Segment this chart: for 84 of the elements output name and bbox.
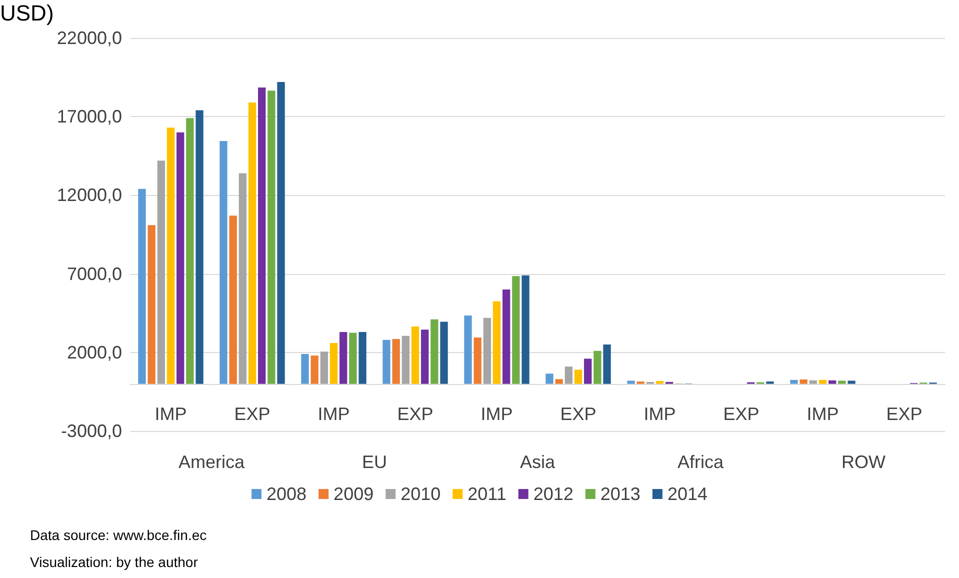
text: America: [178, 452, 246, 472]
y-tick-label: -3000,0: [60, 421, 122, 441]
y-tick-label: 22000,0: [56, 28, 122, 48]
bar: [138, 188, 146, 384]
bar: [790, 380, 798, 384]
bar: [358, 332, 366, 384]
source-note: Data source: www.bce.fin.ec: [30, 527, 207, 543]
bar: [258, 88, 266, 384]
text: EU: [362, 452, 388, 472]
bar: [166, 128, 175, 384]
legend-label: 2013: [600, 484, 640, 504]
x-tick-label: EXP: [886, 404, 922, 424]
bar: [800, 379, 808, 384]
x-tick-label: EXP: [723, 404, 760, 424]
text: Visualization: by the author: [30, 554, 198, 570]
bar: [555, 379, 563, 384]
x-tick-label: IMP: [644, 404, 676, 424]
x-tick-label: IMP: [480, 404, 513, 424]
legend-label: 2012: [533, 484, 574, 504]
bar: [411, 326, 420, 384]
bar: [268, 90, 276, 384]
bar: [320, 352, 328, 384]
bar: [330, 342, 338, 384]
x-tick-label: IMP: [318, 404, 350, 424]
bar: [522, 275, 530, 384]
x-tick-label: IMP: [154, 404, 187, 424]
y-tick-label: 7000,0: [66, 264, 122, 284]
legend-label: 2008: [266, 484, 307, 504]
bar: [176, 132, 184, 384]
bar: [440, 322, 448, 384]
bar: [627, 380, 635, 384]
bar: [502, 290, 510, 384]
bar: [636, 381, 644, 384]
bar: [248, 102, 256, 384]
text: Africa: [677, 452, 724, 472]
bar: [220, 140, 228, 384]
bar: [392, 339, 400, 384]
bar: [382, 340, 390, 384]
bar: [474, 337, 482, 384]
y-tick-label: 12000,0: [56, 185, 122, 206]
chart-title: USD): [0, 0, 54, 26]
bar: [464, 315, 472, 384]
bar: [848, 380, 856, 384]
text: ROW: [842, 452, 886, 472]
text: Asia: [520, 452, 556, 472]
legend-label: 2014: [667, 484, 708, 504]
bar: [818, 380, 827, 384]
bar: [310, 356, 318, 384]
bar: [828, 380, 836, 384]
bar: [349, 332, 357, 384]
bar: [766, 381, 774, 384]
x-tick-label: EXP: [397, 404, 434, 424]
x-tick-label: EXP: [234, 404, 270, 424]
bar: [186, 118, 194, 384]
bar: [277, 82, 285, 384]
bar: [430, 319, 438, 384]
x-tick-label: IMP: [806, 404, 839, 424]
x-tick-label: EXP: [560, 404, 596, 424]
bar: [157, 160, 165, 384]
bar: [421, 330, 429, 384]
legend-label: 2010: [400, 484, 441, 504]
bar: [301, 354, 309, 384]
bar: [838, 380, 846, 384]
bar: [656, 381, 664, 384]
bar: [546, 374, 554, 384]
bar: [603, 344, 611, 384]
bar: [229, 216, 237, 384]
bar: [340, 332, 348, 384]
y-tick-label: 17000,0: [56, 106, 122, 127]
bar: [512, 276, 520, 384]
bar: [564, 366, 572, 384]
legend-label: 2011: [468, 484, 506, 504]
bar: [584, 358, 592, 384]
legend-label: 2009: [334, 484, 374, 504]
bar: [809, 380, 817, 384]
bar: [148, 225, 156, 384]
bar: [402, 336, 410, 384]
bar: [196, 110, 204, 384]
bar: [238, 173, 246, 384]
bar: [574, 370, 582, 384]
bar: [492, 301, 501, 384]
bar: [594, 350, 602, 384]
bar: [483, 318, 491, 384]
y-tick-label: 2000,0: [66, 342, 122, 362]
